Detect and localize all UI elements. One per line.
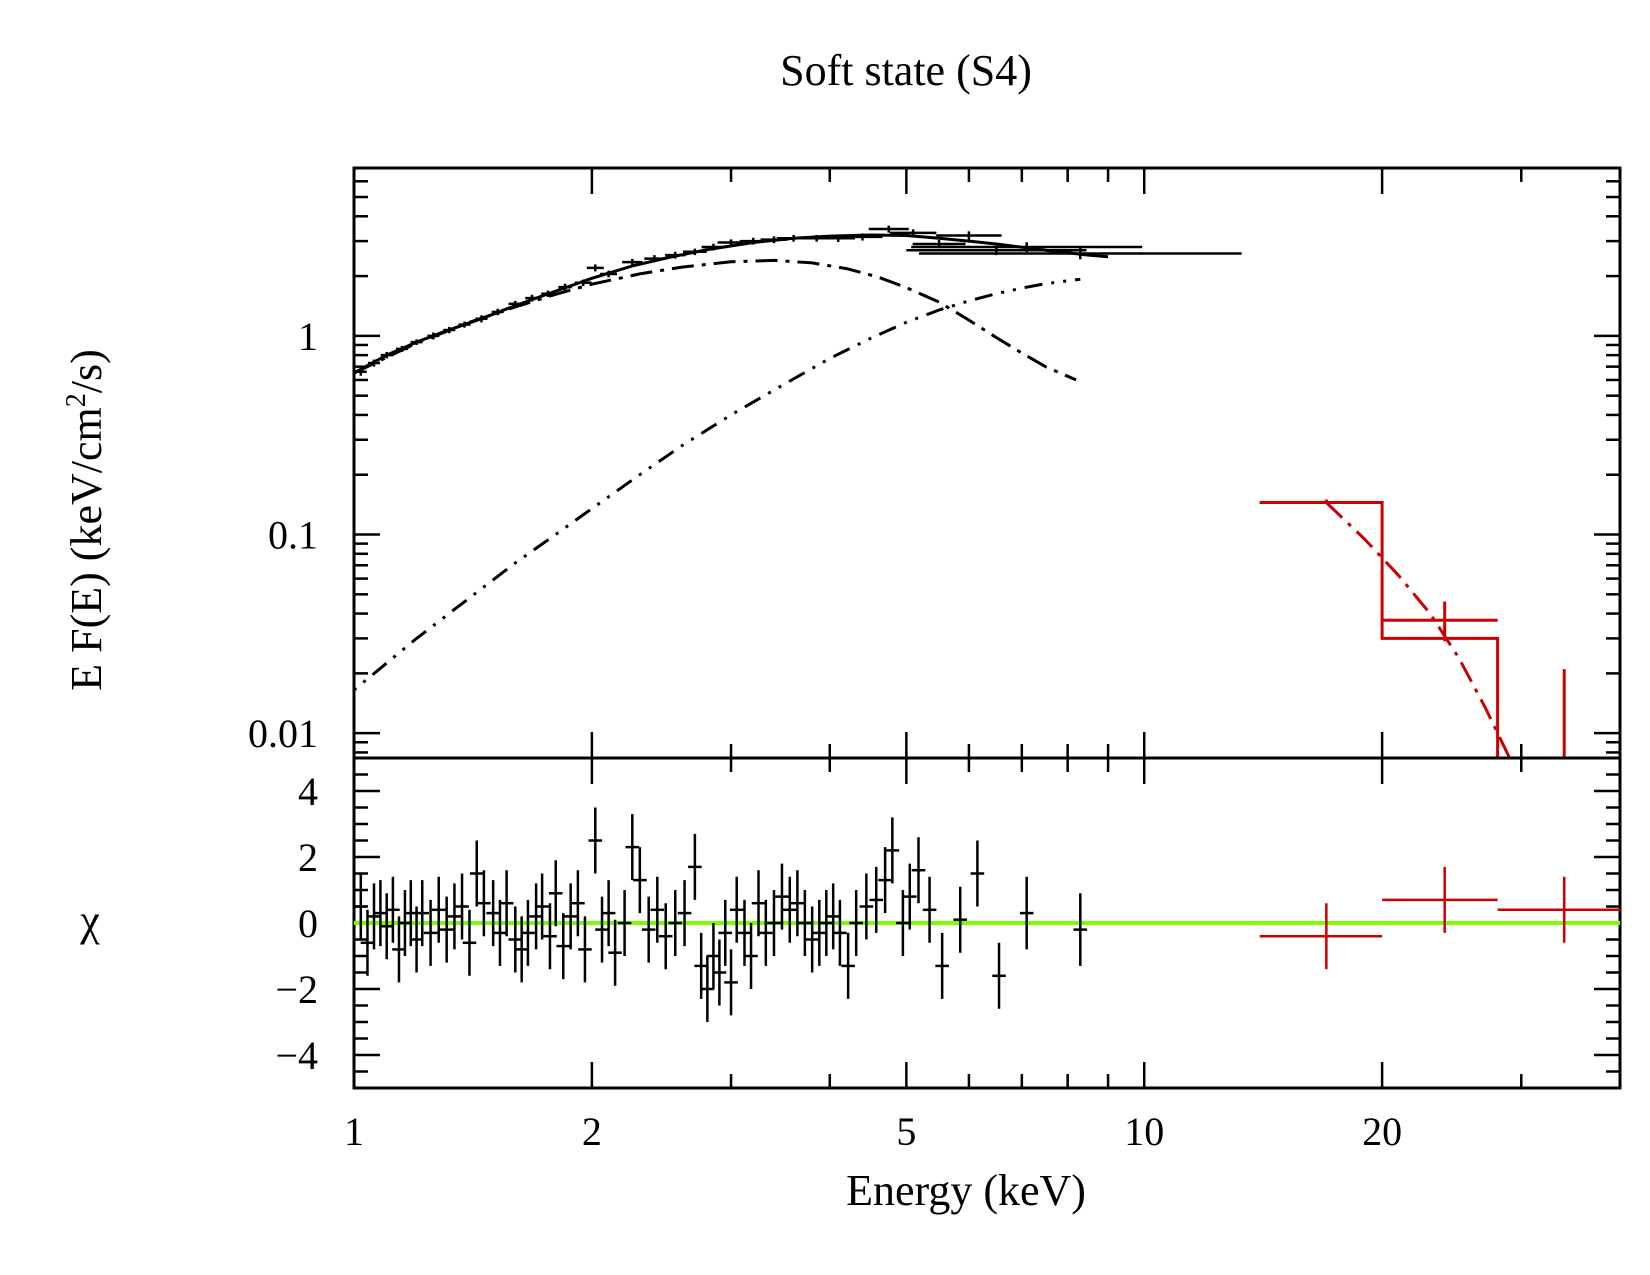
x-tick-label: 2 — [582, 1109, 602, 1154]
y-tick-label: 2 — [298, 835, 318, 880]
x-tick-label: 10 — [1124, 1109, 1164, 1154]
hard-xray-model-curve-line — [1325, 501, 1511, 759]
residual-panel: −4 −2 0 2 4 — [275, 756, 1622, 1090]
chart-title: Soft state (S4) — [780, 46, 1032, 95]
y-tick-label: 0.01 — [248, 711, 318, 756]
x-tick-label: 20 — [1362, 1109, 1402, 1154]
y-tick-label: −4 — [275, 1033, 318, 1078]
spectrum-panel: 0.01 0.1 1 — [248, 166, 1622, 760]
y-tick-label: −2 — [275, 967, 318, 1012]
y-axis-label-spectrum: E F(E) (keV/cm2/s) — [61, 349, 111, 690]
x-tick-label: 1 — [344, 1109, 364, 1154]
disk-component-line — [353, 258, 1077, 382]
y-tick-label: 1 — [298, 314, 318, 359]
y-tick-label: 0 — [298, 901, 318, 946]
total-model-line — [353, 233, 1109, 375]
y-axis-label-sup: 2 — [61, 393, 92, 407]
y-axis-label-tail: /s) — [62, 349, 111, 393]
y-tick-label: 0.1 — [268, 513, 318, 558]
y-axis-label-residuals: χ — [79, 896, 100, 945]
x-tick-label: 5 — [896, 1109, 916, 1154]
y-axis-label-main: E F(E) (keV/cm — [62, 407, 111, 690]
comptonization-component-line — [353, 277, 1081, 692]
y-tick-label: 4 — [298, 769, 318, 814]
spectrum-frame — [352, 166, 1622, 760]
x-tick-labels: 1 2 5 10 20 — [344, 1109, 1402, 1154]
x-axis-label: Energy (keV) — [846, 1166, 1086, 1215]
